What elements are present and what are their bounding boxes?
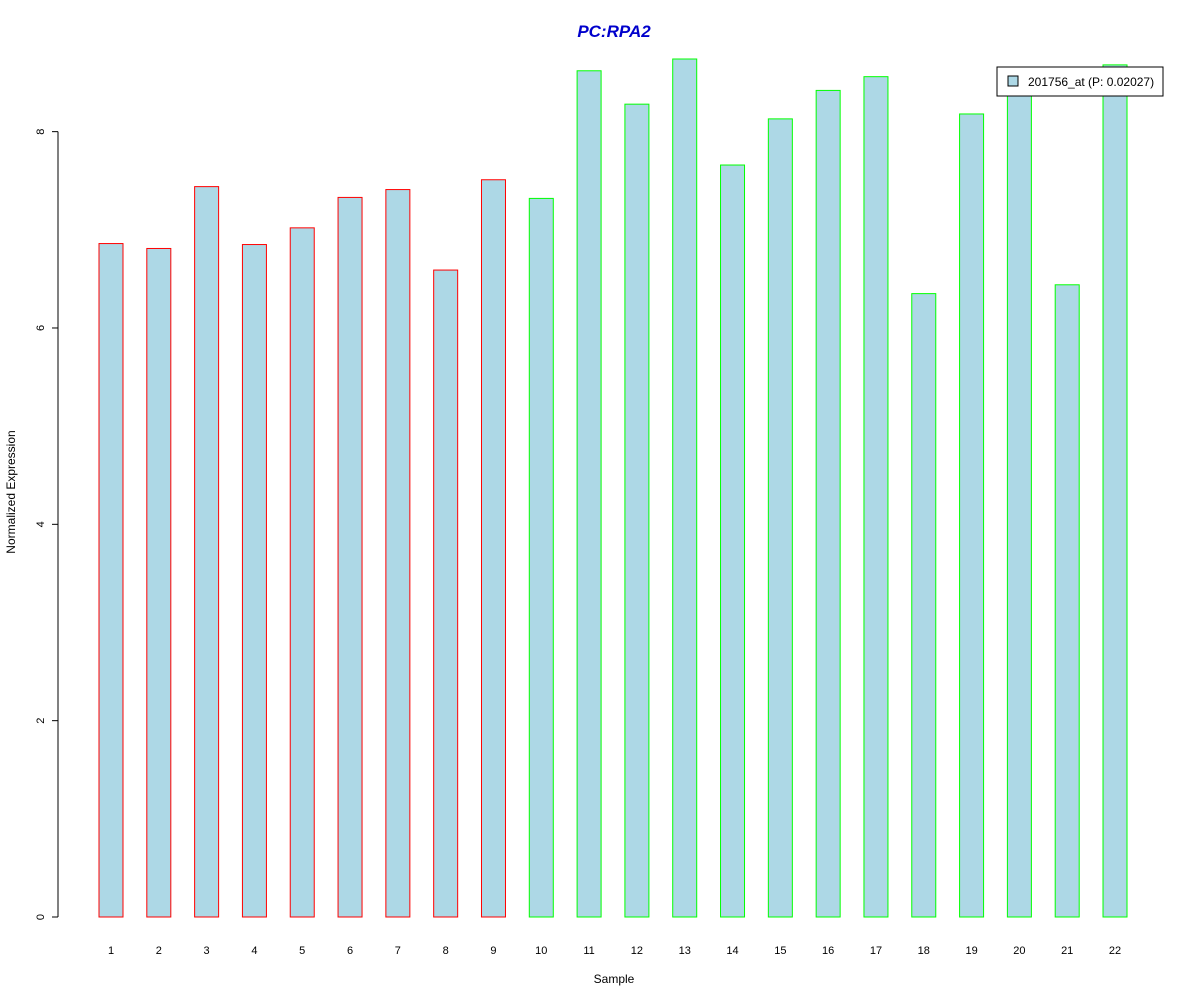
bar-sample-12 <box>624 103 650 918</box>
bar-sample-9 <box>480 179 506 918</box>
x-tick-label: 11 <box>583 945 594 957</box>
legend-swatch <box>1007 75 1019 87</box>
bar-sample-2 <box>146 247 172 918</box>
bars-group <box>98 58 1128 918</box>
bar-sample-7 <box>385 189 411 918</box>
x-axis-labels: 1 2 3 4 5 6 7 8 9 10 11 12 13 14 15 16 17 18 19 20 21 22 <box>108 945 1121 957</box>
y-axis-title: Normalized Expression <box>4 430 18 553</box>
x-tick-label: 17 <box>870 945 882 957</box>
y-tick-label: 2 <box>35 718 47 724</box>
y-tick-label: 6 <box>35 325 47 331</box>
bar-sample-10 <box>528 197 554 918</box>
x-tick-label: 9 <box>490 945 496 957</box>
x-tick-label: 18 <box>918 945 930 957</box>
x-tick-label: 15 <box>774 945 786 957</box>
x-tick-label: 7 <box>395 945 401 957</box>
x-tick-label: 10 <box>535 945 547 957</box>
x-axis-title: Sample <box>594 972 635 986</box>
bar-sample-19 <box>959 113 985 918</box>
bar-sample-8 <box>433 269 459 918</box>
bar-sample-13 <box>672 58 698 918</box>
x-tick-label: 21 <box>1061 945 1073 957</box>
y-tick-label: 4 <box>35 521 47 527</box>
bar-sample-18 <box>911 293 937 918</box>
bar-sample-3 <box>194 186 220 918</box>
bar-sample-5 <box>289 227 315 918</box>
x-tick-label: 5 <box>299 945 305 957</box>
x-tick-label: 3 <box>204 945 210 957</box>
bar-sample-22 <box>1102 64 1128 918</box>
x-tick-label: 22 <box>1109 945 1121 957</box>
bar-sample-1 <box>98 243 124 918</box>
bar-sample-15 <box>767 118 793 918</box>
x-tick-label: 4 <box>251 945 257 957</box>
x-tick-label: 16 <box>822 945 834 957</box>
x-tick-label: 6 <box>347 945 353 957</box>
x-tick-label: 2 <box>156 945 162 957</box>
x-tick-label: 1 <box>108 945 114 957</box>
x-tick-label: 8 <box>443 945 449 957</box>
bar-sample-21 <box>1054 284 1080 918</box>
x-tick-label: 20 <box>1013 945 1025 957</box>
chart-title: PC:RPA2 <box>577 22 651 41</box>
y-tick-label: 0 <box>35 914 47 920</box>
x-tick-label: 14 <box>726 945 738 957</box>
legend: 201756_at (P: 0.02027) <box>996 66 1164 97</box>
bar-sample-16 <box>815 89 841 918</box>
y-axis: 0 2 4 6 8 <box>35 129 59 920</box>
x-tick-label: 19 <box>965 945 977 957</box>
bar-sample-6 <box>337 196 363 918</box>
legend-label: 201756_at (P: 0.02027) <box>1028 75 1154 89</box>
bar-sample-4 <box>241 244 267 918</box>
x-tick-label: 13 <box>679 945 691 957</box>
x-tick-label: 12 <box>631 945 643 957</box>
bar-sample-11 <box>576 70 602 918</box>
legend-box <box>996 66 1164 97</box>
bar-sample-17 <box>863 76 889 918</box>
y-tick-label: 8 <box>35 129 47 135</box>
bar-sample-14 <box>720 164 746 918</box>
bar-sample-20 <box>1006 87 1032 918</box>
